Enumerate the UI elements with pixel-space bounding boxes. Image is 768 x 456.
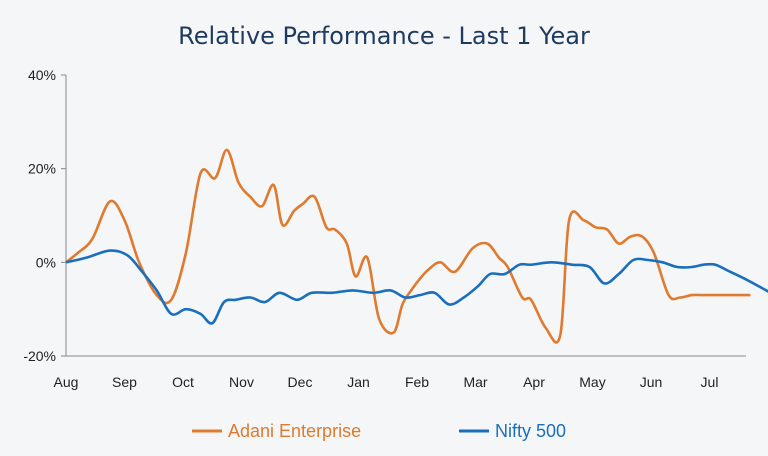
- x-tick-label: Apr: [523, 374, 545, 390]
- x-tick-label: Mar: [463, 374, 487, 390]
- series-line-adani-enterprise: [65, 148, 751, 344]
- x-tick-label: Jul: [701, 374, 719, 390]
- y-tick-label: -20%: [23, 348, 56, 364]
- y-tick-label: 0%: [36, 254, 56, 270]
- x-tick-group: Aug Sep Oct Nov Dec Jan Feb Mar Apr May Jun Jul: [54, 374, 719, 390]
- x-tick-label: Feb: [405, 374, 429, 390]
- chart-title: Relative Performance - Last 1 Year: [178, 22, 590, 50]
- x-tick-label: May: [579, 374, 605, 390]
- x-tick-label: Oct: [172, 374, 194, 390]
- x-tick-label: Nov: [229, 374, 254, 390]
- x-tick-label: Dec: [288, 374, 313, 390]
- x-tick-label: Jun: [640, 374, 663, 390]
- series-line-nifty-500: [65, 249, 768, 325]
- x-tick-label: Jan: [347, 374, 370, 390]
- x-tick-label: Aug: [54, 374, 79, 390]
- y-tick-label: 40%: [28, 67, 56, 83]
- y-tick-label: 20%: [28, 161, 56, 177]
- x-tick-label: Sep: [112, 374, 137, 390]
- legend-label-nifty-500: Nifty 500: [495, 421, 566, 441]
- legend: Adani Enterprise Nifty 500: [192, 421, 566, 441]
- y-tick-group: 40% 20% 0% -20%: [23, 67, 66, 364]
- series-group: [65, 148, 768, 344]
- legend-label-adani-enterprise: Adani Enterprise: [228, 421, 361, 441]
